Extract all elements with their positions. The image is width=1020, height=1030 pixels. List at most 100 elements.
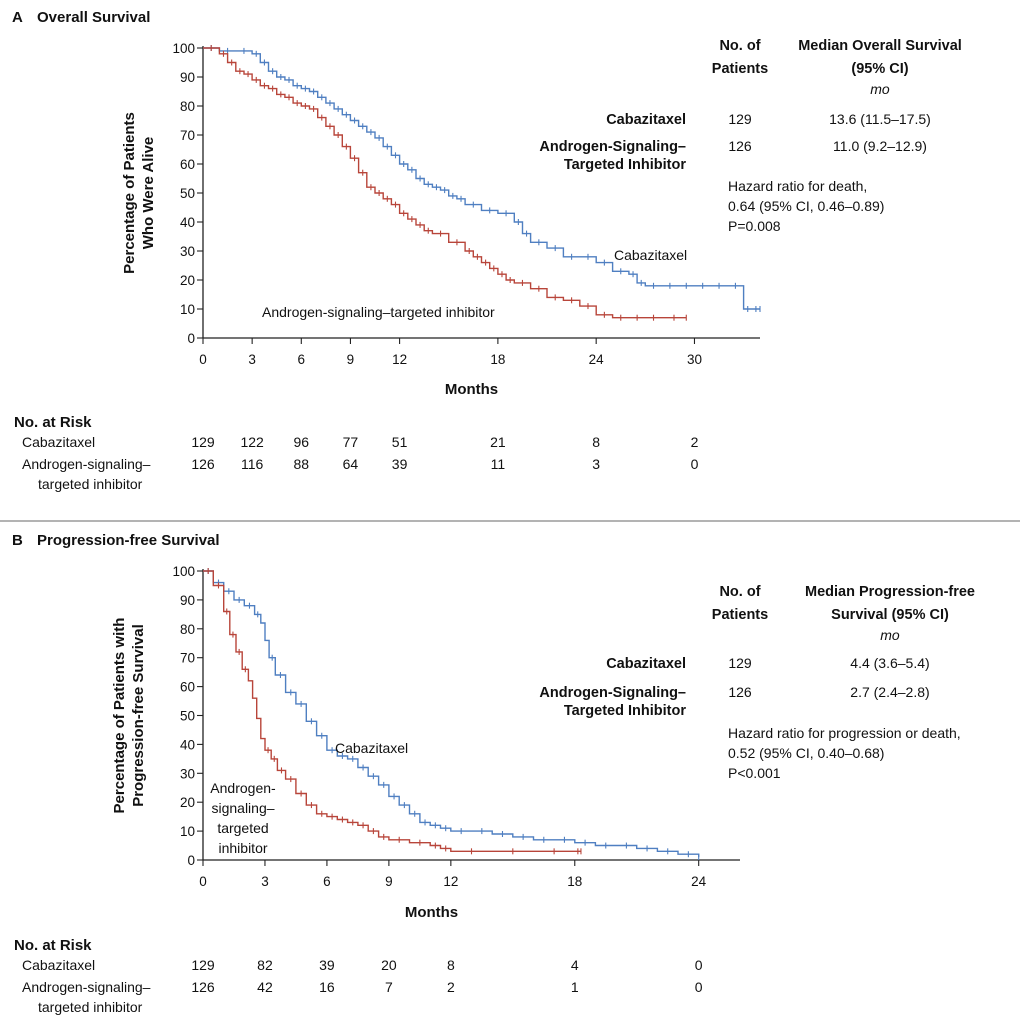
- y-tick-label: 0: [187, 331, 195, 346]
- risk-value: 0: [695, 957, 703, 973]
- risk-value: 7: [385, 979, 393, 995]
- risk-value: 126: [191, 456, 215, 472]
- risk-value: 129: [191, 957, 215, 973]
- risk-value: 64: [343, 456, 359, 472]
- table-header-median: Median Progression-free: [805, 584, 975, 600]
- x-tick-label: 6: [298, 352, 306, 367]
- table-row-median: 2.7 (2.4–2.8): [850, 684, 929, 700]
- km-curve-androgen-inhibitor: [203, 47, 687, 319]
- x-axis-label: Months: [445, 381, 498, 398]
- risk-value: 0: [691, 456, 699, 472]
- risk-value: 0: [695, 979, 703, 995]
- x-tick-label: 3: [261, 874, 269, 889]
- risk-value: 2: [691, 434, 699, 450]
- curve-label: Cabazitaxel: [614, 247, 687, 263]
- table-header-median: (95% CI): [851, 61, 908, 77]
- x-tick-label: 18: [490, 352, 505, 367]
- table-row-label: Cabazitaxel: [606, 112, 686, 128]
- y-tick-label: 0: [187, 853, 195, 868]
- risk-value: 4: [571, 957, 579, 973]
- table-header-median: Median Overall Survival: [798, 38, 962, 54]
- y-tick-label: 40: [180, 737, 195, 752]
- table-row-n: 126: [728, 138, 752, 154]
- x-axis-label: Months: [405, 904, 458, 921]
- x-tick-label: 12: [392, 352, 407, 367]
- hazard-ratio-text: 0.52 (95% CI, 0.40–0.68): [728, 745, 884, 761]
- hazard-ratio-text: P=0.008: [728, 218, 781, 234]
- risk-value: 39: [392, 456, 408, 472]
- table-header-n: No. of: [719, 584, 760, 600]
- x-tick-label: 9: [347, 352, 355, 367]
- risk-value: 8: [592, 434, 600, 450]
- x-tick-label: 3: [248, 352, 256, 367]
- y-axis-label: Percentage of Patients: [121, 112, 138, 274]
- table-header-median: Survival (95% CI): [831, 607, 949, 623]
- y-tick-label: 100: [172, 564, 195, 579]
- y-axis-label: Progression-free Survival: [130, 624, 147, 807]
- risk-value: 16: [319, 979, 335, 995]
- y-tick-label: 30: [180, 244, 195, 259]
- risk-value: 126: [191, 979, 215, 995]
- x-tick-label: 0: [199, 352, 207, 367]
- panel-letter: A: [12, 9, 23, 26]
- y-tick-label: 10: [180, 824, 195, 839]
- x-tick-label: 9: [385, 874, 393, 889]
- table-row-n: 129: [728, 655, 752, 671]
- risk-value: 8: [447, 957, 455, 973]
- table-header-n: No. of: [719, 38, 760, 54]
- curve-label: Cabazitaxel: [335, 740, 408, 756]
- risk-value: 20: [381, 957, 397, 973]
- curve-label: Androgen-signaling–targeted inhibitor: [262, 304, 495, 320]
- risk-value: 39: [319, 957, 335, 973]
- x-tick-label: 6: [323, 874, 331, 889]
- risk-table-title: No. at Risk: [14, 414, 92, 431]
- table-header-n: Patients: [712, 61, 768, 77]
- x-tick-label: 24: [691, 874, 707, 889]
- table-row-label: Androgen-Signaling–: [539, 139, 686, 155]
- table-header-unit: mo: [880, 627, 900, 643]
- table-row-label: Cabazitaxel: [606, 656, 686, 672]
- risk-value: 88: [294, 456, 310, 472]
- risk-value: 122: [240, 434, 264, 450]
- curve-label: targeted: [217, 820, 268, 836]
- risk-value: 11: [491, 456, 506, 472]
- x-tick-label: 24: [589, 352, 605, 367]
- x-tick-label: 12: [443, 874, 458, 889]
- y-axis-label: Percentage of Patients with: [111, 618, 128, 814]
- curve-label: inhibitor: [218, 840, 267, 856]
- table-header-n: Patients: [712, 607, 768, 623]
- y-tick-label: 100: [172, 41, 195, 56]
- curve-label: Androgen-: [210, 780, 276, 796]
- table-row-n: 129: [728, 111, 752, 127]
- y-tick-label: 70: [180, 651, 195, 666]
- risk-row-label: Cabazitaxel: [22, 434, 95, 450]
- x-tick-label: 0: [199, 874, 207, 889]
- risk-value: 96: [294, 434, 310, 450]
- risk-value: 82: [257, 957, 273, 973]
- y-tick-label: 60: [180, 157, 195, 172]
- x-tick-label: 18: [567, 874, 582, 889]
- y-axis-label: Who Were Alive: [140, 137, 157, 250]
- table-row-n: 126: [728, 684, 752, 700]
- km-curve-androgen-inhibitor: [203, 570, 581, 852]
- table-header-unit: mo: [870, 81, 890, 97]
- hazard-ratio-text: P<0.001: [728, 765, 781, 781]
- risk-row-label: Cabazitaxel: [22, 957, 95, 973]
- hazard-ratio-text: 0.64 (95% CI, 0.46–0.89): [728, 198, 884, 214]
- panel-title: Progression-free Survival: [37, 532, 220, 549]
- table-row-label: Targeted Inhibitor: [564, 157, 687, 173]
- risk-row-label: targeted inhibitor: [38, 999, 143, 1015]
- y-tick-label: 20: [180, 795, 195, 810]
- y-tick-label: 50: [180, 186, 195, 201]
- y-tick-label: 90: [180, 593, 195, 608]
- y-tick-label: 90: [180, 70, 195, 85]
- risk-value: 51: [392, 434, 408, 450]
- risk-table-title: No. at Risk: [14, 937, 92, 954]
- risk-value: 3: [592, 456, 600, 472]
- panel-letter: B: [12, 532, 23, 549]
- risk-value: 21: [490, 434, 506, 450]
- km-curve-cabazitaxel: [203, 47, 760, 310]
- hazard-ratio-text: Hazard ratio for progression or death,: [728, 725, 961, 741]
- table-row-label: Androgen-Signaling–: [539, 685, 686, 701]
